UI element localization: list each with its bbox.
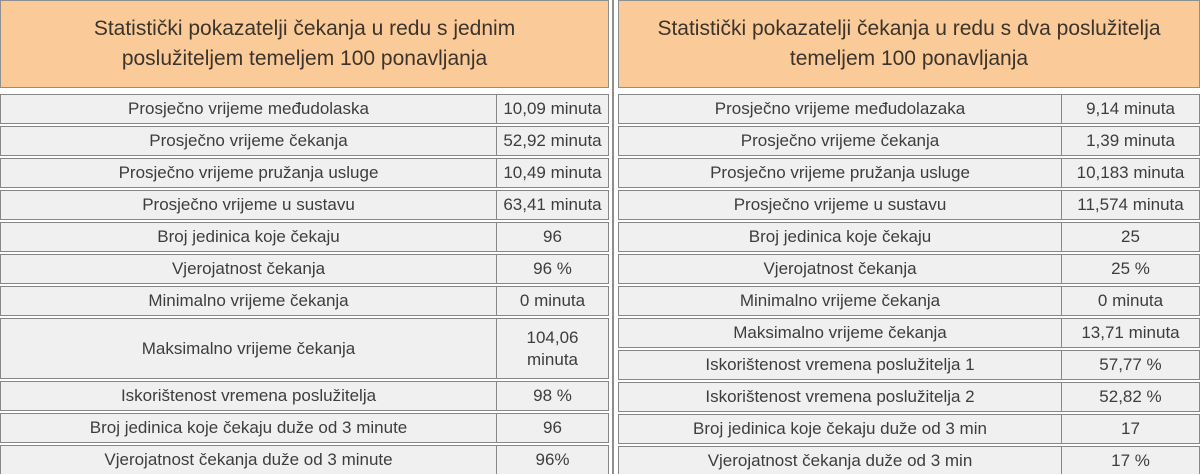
row-label: Broj jedinica koje čekaju [619,223,1062,251]
table-row: Prosječno vrijeme pružanja usluge 10,49 m… [0,158,609,188]
row-value: 1,39 minuta [1086,131,1175,151]
row-label: Vjerojatnost čekanja [1,255,497,283]
row-label: Vjerojatnost čekanja [619,255,1062,283]
row-label: Broj jedinica koje čekaju [1,223,497,251]
table-row: Broj jedinica koje čekaju duže od 3 min 1… [618,414,1200,444]
row-label: Maksimalno vrijeme čekanja [1,319,497,378]
single-server-table: Statistički pokazatelji čekanja u redu s… [0,0,609,474]
row-value: 98 % [533,386,572,406]
row-value: 52,82 % [1099,387,1162,407]
row-label: Iskorištenost vremena poslužitelja 1 [619,351,1062,379]
row-label: Prosječno vrijeme pružanja usluge [1,159,497,187]
table-row: Prosječno vrijeme čekanja 1,39 minuta [618,126,1200,156]
row-value: 96% [535,450,570,470]
table-row: Prosječno vrijeme u sustavu 63,41 minuta [0,190,609,220]
row-value: 10,09 minuta [503,99,602,119]
single-server-table-rows: Prosječno vrijeme međudolaska 10,09 minut… [0,94,609,474]
row-label: Prosječno vrijeme međudolaska [1,95,497,123]
row-value: 17 % [1111,451,1150,471]
table-row: Iskorištenost vremena poslužitelja 1 57,7… [618,350,1200,380]
two-server-table: Statistički pokazatelji čekanja u redu s… [618,0,1200,474]
two-server-table-rows: Prosječno vrijeme međudolazaka 9,14 minut… [618,94,1200,474]
row-value: 10,183 minuta [1076,163,1185,183]
table-row: Vjerojatnost čekanja 25 % [618,254,1200,284]
row-label: Vjerojatnost čekanja duže od 3 min [619,447,1062,474]
table-row: Prosječno vrijeme čekanja 52,92 minuta [0,126,609,156]
row-label: Maksimalno vrijeme čekanja [619,319,1062,347]
two-server-table-title: Statistički pokazatelji čekanja u redu s… [618,0,1200,88]
row-label: Prosječno vrijeme međudolazaka [619,95,1062,123]
row-label: Minimalno vrijeme čekanja [1,287,497,315]
row-label: Prosječno vrijeme čekanja [619,127,1062,155]
row-value: 13,71 minuta [1081,323,1180,343]
table-row: Iskorištenost vremena poslužitelja 98 % [0,381,609,411]
table-row: Prosječno vrijeme pružanja usluge 10,183 … [618,158,1200,188]
row-label: Broj jedinica koje čekaju duže od 3 minu… [1,414,497,442]
table-row: Minimalno vrijeme čekanja 0 minuta [618,286,1200,316]
table-row: Prosječno vrijeme međudolaska 10,09 minut… [0,94,609,124]
row-label: Iskorištenost vremena poslužitelja [1,382,497,410]
row-label: Iskorištenost vremena poslužitelja 2 [619,383,1062,411]
table-row: Prosječno vrijeme u sustavu 11,574 minuta [618,190,1200,220]
single-server-table-title: Statistički pokazatelji čekanja u redu s… [0,0,609,88]
table-row: Broj jedinica koje čekaju 96 [0,222,609,252]
table-row: Vjerojatnost čekanja duže od 3 min 17 % [618,446,1200,474]
row-label: Prosječno vrijeme pružanja usluge [619,159,1062,187]
table-row: Vjerojatnost čekanja 96 % [0,254,609,284]
table-row: Broj jedinica koje čekaju duže od 3 minu… [0,413,609,443]
row-value: 96 % [533,259,572,279]
row-value: 10,49 minuta [503,163,602,183]
table-row: Maksimalno vrijeme čekanja 104,06 minuta [0,318,609,379]
row-value: 104,06 minuta [526,328,579,369]
table-row: Vjerojatnost čekanja duže od 3 minute 96% [0,445,609,474]
row-label: Broj jedinica koje čekaju duže od 3 min [619,415,1062,443]
table-row: Maksimalno vrijeme čekanja 13,71 minuta [618,318,1200,348]
row-value: 63,41 minuta [503,195,602,215]
table-row: Broj jedinica koje čekaju 25 [618,222,1200,252]
row-value: 25 [1121,227,1140,247]
row-value: 17 [1121,419,1140,439]
row-label: Minimalno vrijeme čekanja [619,287,1062,315]
tables-divider [612,0,614,474]
row-value: 9,14 minuta [1086,99,1175,119]
row-label: Vjerojatnost čekanja duže od 3 minute [1,446,497,474]
row-value: 25 % [1111,259,1150,279]
table-row: Minimalno vrijeme čekanja 0 minuta [0,286,609,316]
row-value: 0 minuta [519,291,586,311]
row-value: 11,574 minuta [1077,195,1184,215]
row-value: 57,77 % [1099,355,1162,375]
row-label: Prosječno vrijeme u sustavu [1,191,497,219]
row-value: 96 [543,227,562,247]
table-row: Prosječno vrijeme međudolazaka 9,14 minut… [618,94,1200,124]
table-row: Iskorištenost vremena poslužitelja 2 52,8… [618,382,1200,412]
row-value: 96 [543,418,562,438]
row-value: 0 minuta [1097,291,1164,311]
row-label: Prosječno vrijeme u sustavu [619,191,1062,219]
row-value: 52,92 minuta [503,131,602,151]
row-label: Prosječno vrijeme čekanja [1,127,497,155]
